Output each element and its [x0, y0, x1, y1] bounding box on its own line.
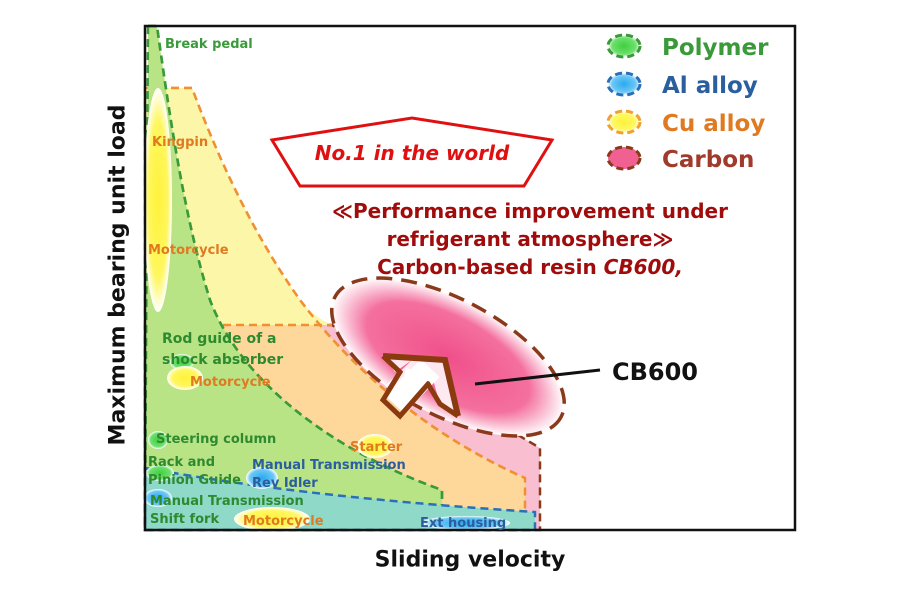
kingpin-blob	[144, 88, 172, 312]
starter-blob	[357, 434, 393, 458]
label-rod-guide-2: shock absorber	[162, 352, 283, 368]
motorcycle-3-blob	[234, 507, 310, 531]
label-rod-guide-1: Rod guide of a	[162, 331, 277, 347]
badge-text: No.1 in the world	[315, 141, 510, 165]
label-kingpin: Kingpin	[152, 135, 208, 150]
label-manual-trans-2: Manual Transmission	[150, 494, 304, 509]
legend-label-polymer: Polymer	[662, 35, 769, 61]
plot-frame	[143, 24, 797, 532]
label-rack-2: Pinion Guide	[148, 473, 241, 488]
label-rack-1: Rack and	[148, 455, 215, 470]
cb600-callout-label: CB600	[612, 358, 698, 386]
legend-label-carbon: Carbon	[662, 147, 754, 173]
cb600-leader-line	[474, 368, 601, 386]
legend: Polymer Al alloy Cu alloy Carbon	[606, 33, 769, 173]
steering-blob	[148, 431, 168, 449]
cb600-ellipse	[329, 276, 567, 438]
headline-line3-emph: CB600,	[604, 255, 683, 279]
label-motorcycle-2: Motorcycle	[190, 375, 271, 390]
legend-label-cu-alloy: Cu alloy	[662, 111, 765, 137]
headline-line3: Carbon-based resin CB600,	[377, 255, 683, 279]
headline-line2: refrigerant atmosphere≫	[387, 227, 674, 251]
improvement-arrow	[379, 353, 461, 420]
rod-guide-blob	[170, 354, 194, 370]
label-break-pedal: Break pedal	[165, 37, 253, 52]
label-rev-idler: Rev Idler	[252, 476, 318, 491]
rev-idler-blob	[246, 467, 278, 489]
legend-item-al-alloy: Al alloy	[606, 71, 758, 99]
rack-blob	[146, 465, 174, 481]
ext-housing-blob	[422, 516, 510, 530]
legend-item-polymer: Polymer	[606, 33, 769, 61]
label-motorcycle-3: Motorcycle	[243, 514, 324, 529]
label-steering-column: Steering column	[156, 432, 276, 447]
label-ext-housing: Ext housing	[420, 516, 506, 531]
legend-item-cu-alloy: Cu alloy	[606, 109, 765, 137]
legend-item-carbon: Carbon	[606, 145, 754, 173]
label-starter: Starter	[350, 440, 403, 455]
x-axis-label: Sliding velocity	[374, 547, 566, 573]
headline-line1: ≪Performance improvement under	[332, 199, 728, 223]
legend-label-al-alloy: Al alloy	[662, 73, 758, 99]
headline-line3-main: Carbon-based resin	[377, 255, 597, 279]
label-manual-trans-1: Manual Transmission	[252, 458, 406, 473]
badge-shape	[269, 116, 555, 188]
motorcycle-2-blob	[167, 366, 203, 390]
label-motorcycle-1: Motorcycle	[148, 243, 229, 258]
label-shift-fork: Shift fork	[150, 512, 219, 527]
y-axis-label: Maximum bearing unit load	[105, 104, 131, 446]
manual-trans-blob	[144, 489, 172, 507]
